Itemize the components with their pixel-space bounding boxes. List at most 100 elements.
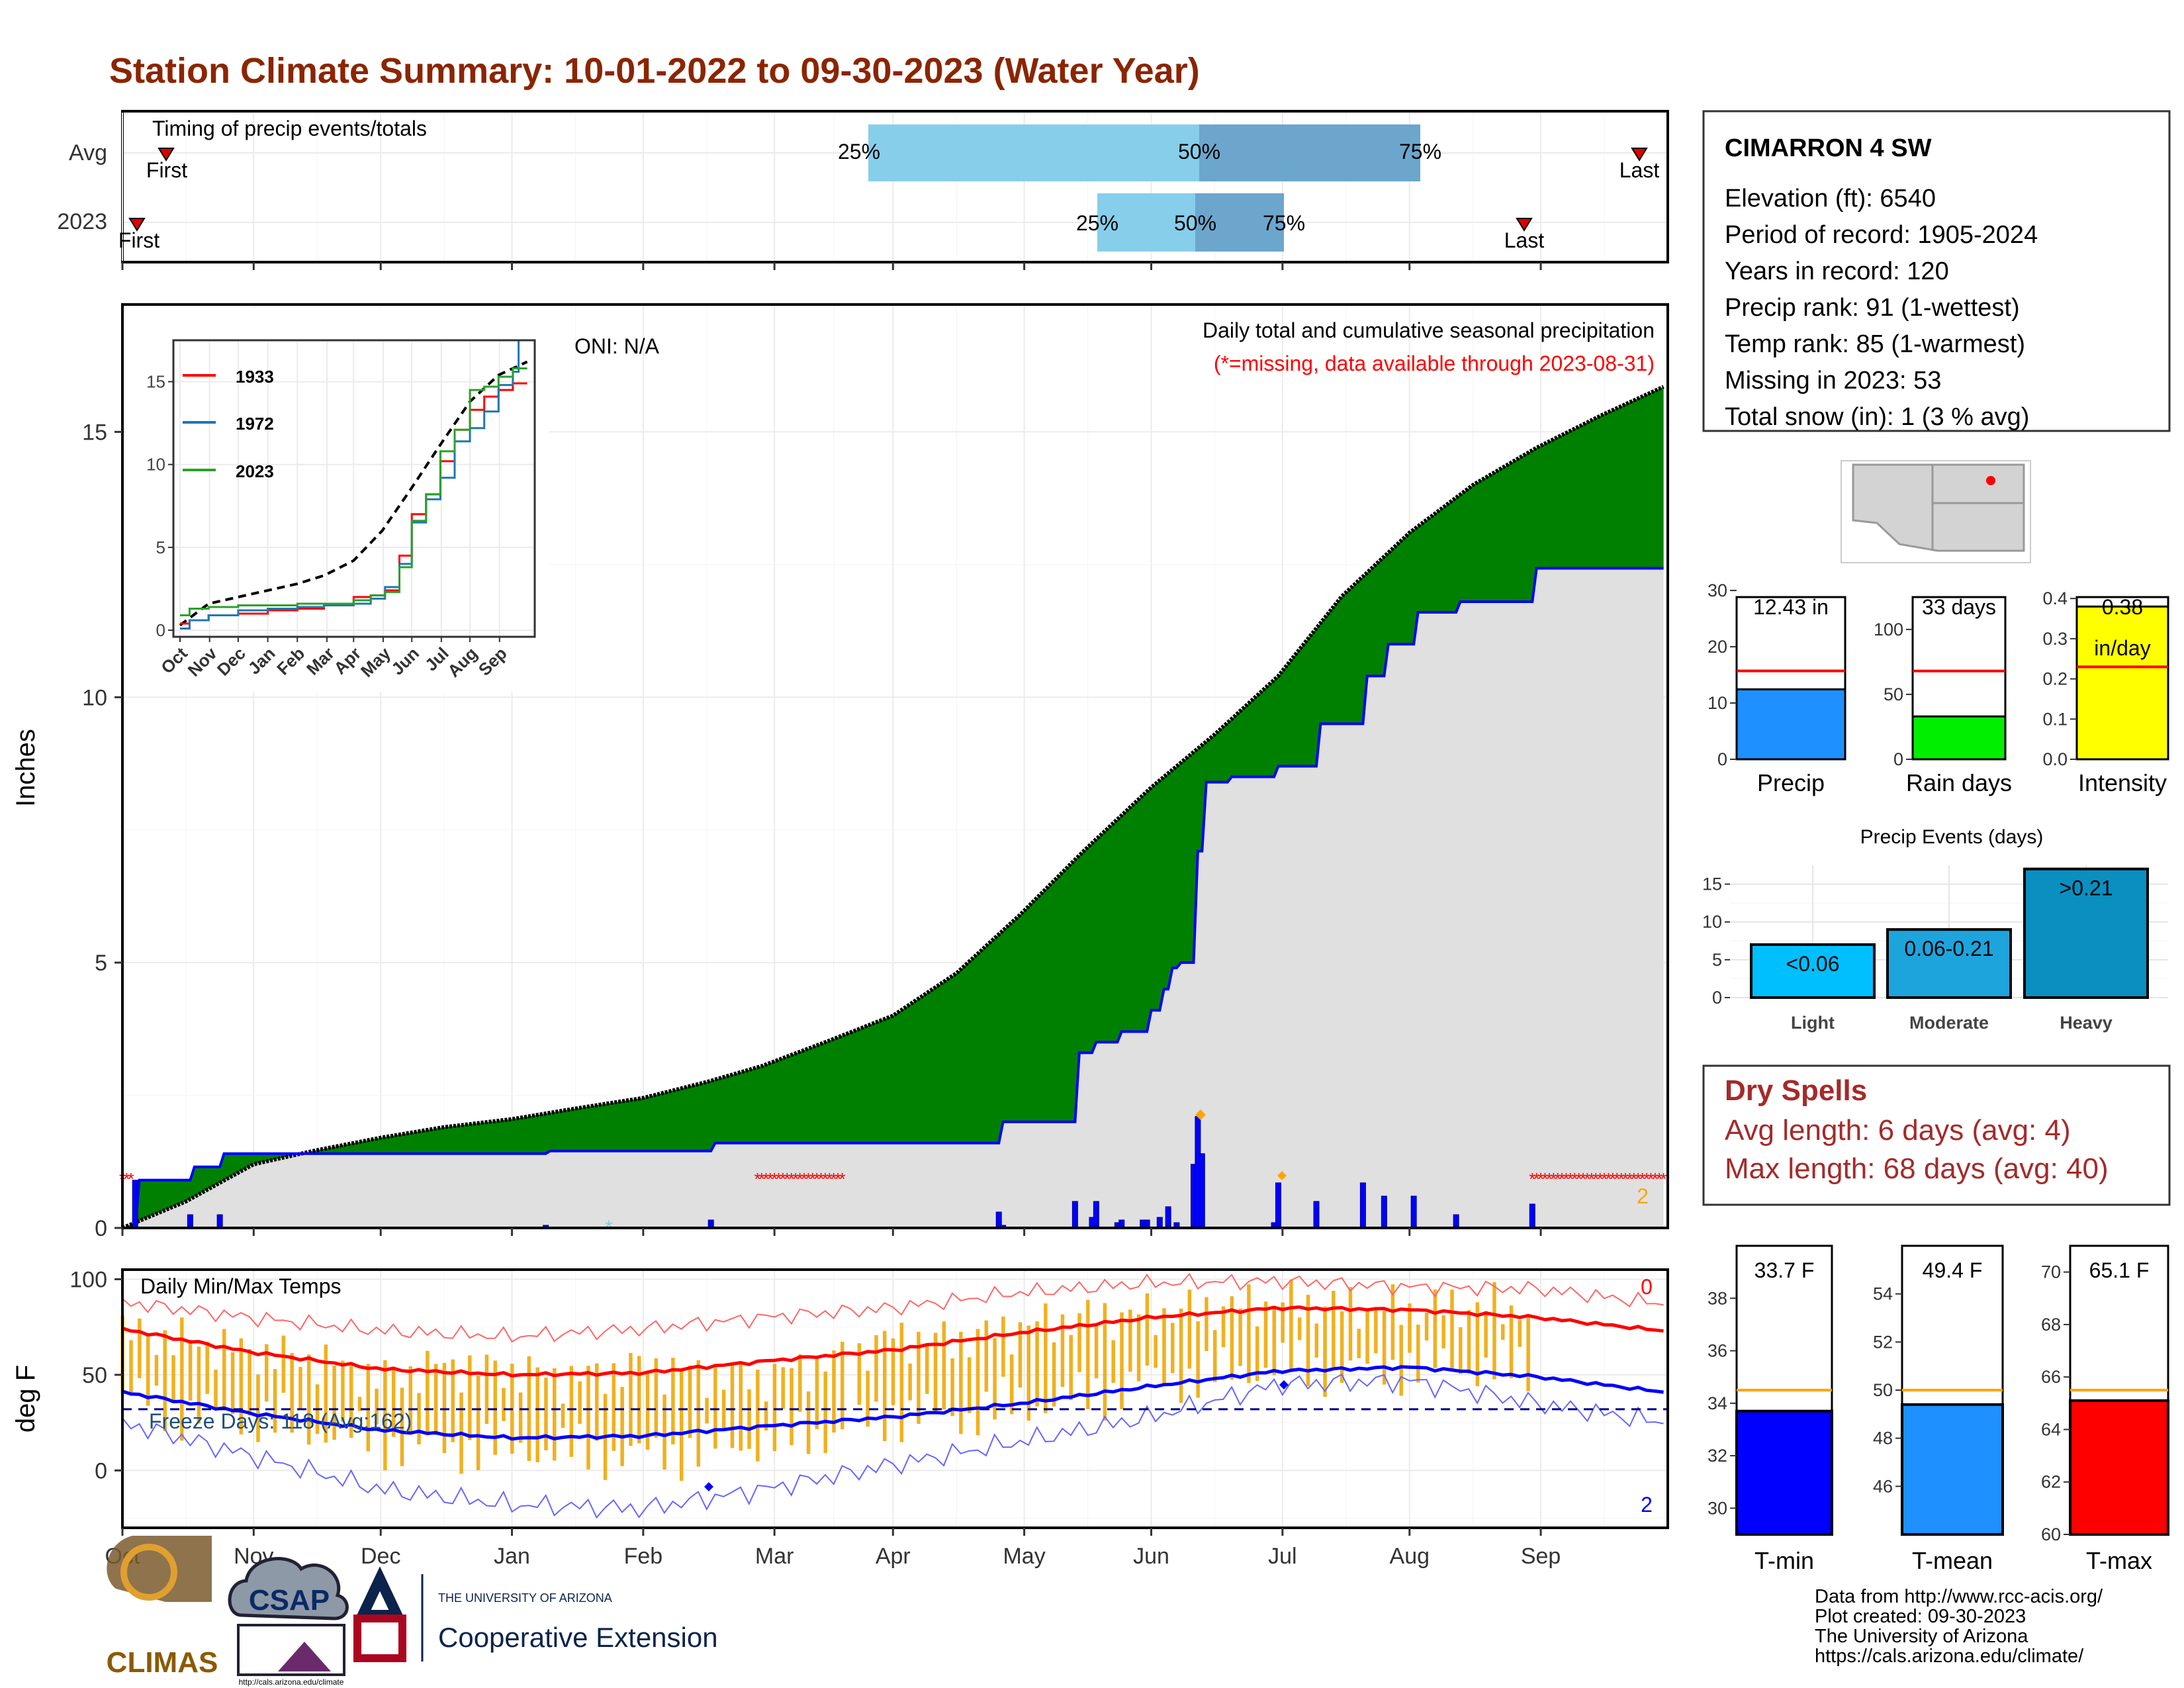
daily-temp-bar [1306, 1294, 1310, 1387]
daily-temp-bar [1255, 1326, 1259, 1382]
daily-temp-bar [129, 1340, 133, 1394]
avg-50-75-bar [1199, 124, 1420, 181]
temp-summary-value: 65.1 F [2089, 1258, 2150, 1282]
daily-temp-bar [1230, 1296, 1234, 1380]
daily-temp-bar [154, 1354, 159, 1386]
daily-temp-bar [1196, 1321, 1200, 1398]
locator-map [1841, 460, 2031, 563]
missing-mark: * [1622, 1169, 1629, 1189]
inset-y-tick-label: 5 [156, 538, 165, 557]
daily-temp-bar [662, 1394, 666, 1470]
temp-y-tick-label: 50 [82, 1363, 107, 1388]
daily-temp-bar [1238, 1308, 1242, 1366]
temp-y-tick-label: 0 [95, 1458, 107, 1483]
summary-value: 12.43 in [1753, 595, 1829, 619]
csap-logo-text: CSAP [249, 1584, 330, 1617]
daily-temp-bar [832, 1350, 836, 1433]
daily-temp-bar [502, 1387, 506, 1421]
daily-temp-bar [1433, 1289, 1437, 1368]
csap-url: http://cals.arizona.edu/climate [239, 1677, 344, 1687]
y2023-pct25-label: 25% [1076, 211, 1118, 235]
daily-temp-bar [1086, 1299, 1090, 1409]
daily-temp-bar [1001, 1316, 1005, 1377]
july-min-marker [1279, 1380, 1289, 1389]
daily-temp-bar [1518, 1320, 1522, 1347]
daily-precip-bar [1313, 1201, 1320, 1229]
missing-mark: * [1546, 1169, 1553, 1189]
daily-temp-bar [273, 1369, 277, 1433]
missing-mark: * [758, 1169, 765, 1189]
y2023-50-75-bar [1195, 193, 1284, 252]
daily-temp-bar [1263, 1301, 1268, 1368]
missing-mark: * [826, 1169, 833, 1189]
climas-sun-icon [120, 1544, 177, 1601]
daily-temp-bar [976, 1329, 980, 1436]
daily-temp-bar [341, 1360, 345, 1422]
event-category-label: Heavy [2060, 1013, 2113, 1033]
event-bar-label: 0.06-0.21 [1904, 937, 1993, 961]
y-tick-label: 15 [82, 420, 107, 445]
temp-summary-label: T-max [2086, 1547, 2152, 1574]
missing-mark: * [831, 1169, 837, 1189]
missing-mark: * [767, 1169, 774, 1189]
summary-tick-label: 30 [1707, 581, 1727, 600]
daily-temp-bar [163, 1330, 167, 1431]
daily-temp-bar [1162, 1308, 1166, 1384]
min-temp-marker [704, 1482, 713, 1491]
daily-temp-bar [1044, 1303, 1048, 1413]
daily-temp-bar [205, 1342, 209, 1394]
ua-line1: THE UNIVERSITY OF ARIZONA [438, 1591, 612, 1605]
inset-y-tick-label: 0 [156, 620, 165, 640]
event-bar [2023, 867, 2149, 999]
event-bar [1886, 928, 2012, 999]
y2023-first-marker [128, 218, 146, 232]
daily-temp-bar [1390, 1284, 1395, 1360]
record-min-line [122, 1374, 1664, 1519]
daily-temp-bar [1348, 1287, 1353, 1361]
climas-logo: CLIMAS [107, 1536, 218, 1679]
daily-temp-bar [1145, 1293, 1150, 1366]
daily-temp-bar [1357, 1329, 1361, 1358]
missing-mark: * [1635, 1169, 1641, 1189]
timing-row-2023: 2023 [57, 209, 107, 234]
inset-y-tick-label: 10 [146, 455, 165, 475]
dry-spells-box [1702, 1064, 2171, 1206]
footer-credits: Data from http://www.rcc-acis.org/Plot c… [1815, 1586, 2103, 1667]
daily-precip-bar [1453, 1214, 1459, 1229]
missing-mark: * [128, 1169, 134, 1189]
summary-value: 33 days [1922, 595, 1996, 619]
month-tick-label: Mar [755, 1544, 794, 1569]
temp-summary-label: T-mean [1912, 1547, 1993, 1574]
daily-temp-bar [180, 1317, 184, 1441]
daily-temp-bar [1450, 1289, 1454, 1372]
daily-temp-bar [222, 1329, 226, 1409]
daily-temp-bar [265, 1344, 269, 1402]
event-category-label: Light [1791, 1013, 1835, 1033]
inset-gridlines [173, 340, 535, 637]
daily-temp-bar [1281, 1302, 1285, 1343]
daily-temp-bar [544, 1378, 548, 1450]
daily-temp-bar [400, 1387, 404, 1466]
region-shape [1852, 463, 2025, 552]
daily-temp-bar [696, 1360, 701, 1467]
timing-label: Timing of precip events/totals [152, 117, 427, 140]
summary-bar [1911, 715, 2007, 761]
y2023-pct50-label: 50% [1174, 211, 1216, 235]
daily-temp-bar [391, 1369, 396, 1437]
inset-y-tick-label: 15 [146, 372, 165, 392]
record-max-line [122, 1272, 1664, 1343]
logos: CLIMAS CSAP http://cals.arizona.edu/clim… [107, 1536, 718, 1687]
daily-temp-bar [1408, 1303, 1412, 1353]
summary-tick-label: 20 [1707, 637, 1727, 657]
daily-temp-bar [138, 1318, 142, 1378]
station-info-box [1702, 110, 2171, 432]
month-tick-label: Dec [361, 1544, 400, 1569]
daily-temp-bar [1120, 1312, 1124, 1409]
station-name: CIMARRON 4 SW [1725, 134, 1932, 162]
ua-line2: Cooperative Extension [438, 1622, 718, 1653]
daily-temp-bar [146, 1335, 150, 1406]
y2023-25-50-bar [1097, 193, 1195, 252]
csap-cloud-icon [228, 1557, 349, 1620]
missing-mark: * [1618, 1169, 1625, 1189]
